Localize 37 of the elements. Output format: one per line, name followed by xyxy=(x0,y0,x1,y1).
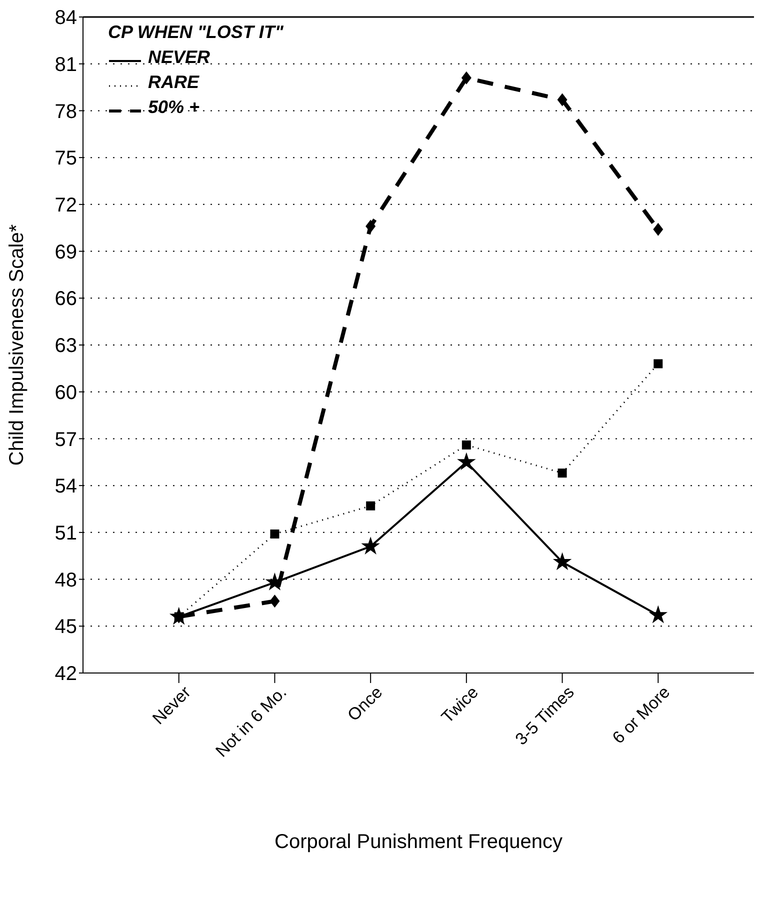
point xyxy=(361,536,380,554)
point xyxy=(366,501,376,510)
y-tick-label: 45 xyxy=(54,616,77,638)
y-tick-label: 42 xyxy=(54,663,77,686)
point xyxy=(270,529,280,538)
legend-label: RARE xyxy=(148,71,200,94)
legend-label: 50% + xyxy=(148,96,200,119)
y-tick-label: 69 xyxy=(54,241,77,264)
y-tick-label: 66 xyxy=(54,288,77,310)
point xyxy=(366,220,376,233)
point xyxy=(653,222,664,236)
y-tick-label: 75 xyxy=(54,148,77,170)
y-tick-label: 78 xyxy=(54,100,77,123)
y-tick-label: 63 xyxy=(54,335,77,358)
y-tick-label: 81 xyxy=(54,54,77,76)
point xyxy=(265,572,284,590)
point xyxy=(461,71,472,84)
x-axis-title: Corporal Punishment Frequency xyxy=(274,831,562,853)
point xyxy=(270,594,280,608)
y-tick-label: 72 xyxy=(54,194,77,217)
y-tick-label: 48 xyxy=(54,569,77,592)
point xyxy=(557,93,568,106)
point xyxy=(558,468,567,478)
y-axis-title: Child Impulsiveness Scale* xyxy=(6,224,28,466)
y-tick-label: 54 xyxy=(54,476,77,498)
point xyxy=(552,552,572,570)
point xyxy=(648,605,668,624)
legend-title: CP WHEN "LOST IT" xyxy=(108,21,284,44)
x-tick-label: Not in 6 Mo. xyxy=(212,682,290,761)
point xyxy=(457,452,476,470)
y-tick-label: 84 xyxy=(54,7,77,30)
y-tick-label: 51 xyxy=(54,522,77,545)
y-tick-label: 57 xyxy=(54,428,77,451)
point xyxy=(462,440,471,450)
y-tick-label: 60 xyxy=(54,382,77,404)
point xyxy=(654,359,663,368)
legend-label: NEVER xyxy=(148,46,210,69)
